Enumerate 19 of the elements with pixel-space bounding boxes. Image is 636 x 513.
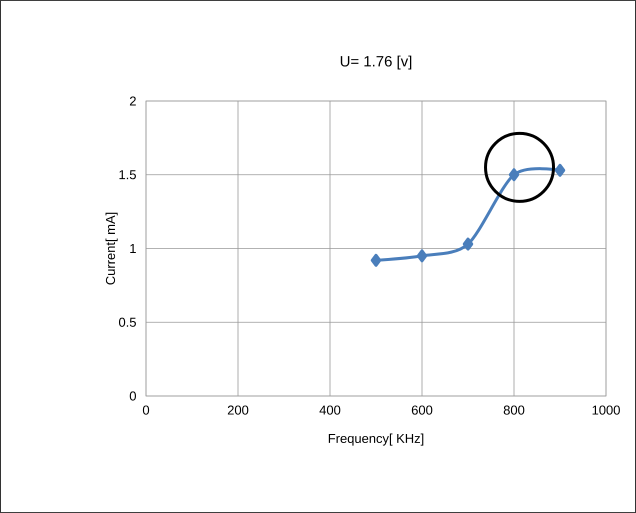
point [554,164,566,177]
x-tick-label: 200 [228,406,248,415]
y-axis-title: Current[ mA] [106,212,118,285]
x-tick-label: 600 [412,406,432,415]
point [462,238,474,251]
point [416,249,428,262]
y-tick-label: 0.5 [118,318,136,327]
y-tick-label: 2 [130,96,136,106]
x-tick-label: 800 [504,406,524,415]
y-tick-label: 1 [130,244,136,253]
y-tick-label: 1.5 [119,170,136,180]
point [508,168,520,182]
x-tick-label: 0 [142,406,150,415]
x-tick-label: 1000 [592,406,620,415]
y-tick-label: 0 [130,391,136,401]
point [370,254,382,267]
x-tick-label: 400 [319,406,340,415]
chart-title: U= 1.76 [v] [340,56,412,70]
x-axis-title: Frequency[ KHz] [328,434,424,446]
